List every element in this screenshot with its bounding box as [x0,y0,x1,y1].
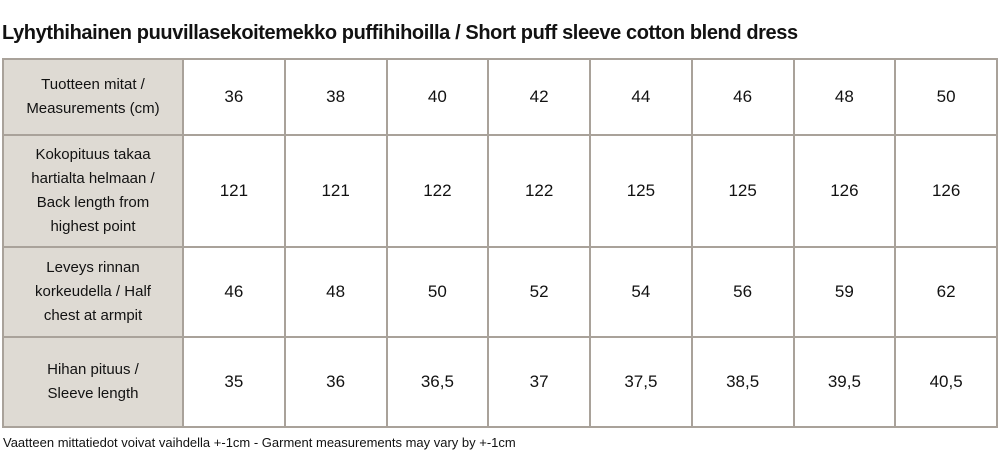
measurement-value-cell: 39,5 [792,336,897,428]
measurement-value-cell: 50 [385,246,490,338]
measurement-value-cell: 121 [182,134,286,248]
size-column-header: 46 [690,58,795,136]
size-column-header: 50 [894,58,998,136]
measurement-value-cell: 37 [487,336,591,428]
row-label-cell: Leveys rinnan korkeudella / Half chest a… [2,246,184,338]
size-column-header: 44 [589,58,693,136]
size-column-header: 42 [487,58,591,136]
size-header-row: Tuotteen mitat / Measurements (cm) 36 38… [2,58,998,136]
row-label-cell: Kokopituus takaa hartialta helmaan / Bac… [2,134,184,248]
size-column-header: 48 [792,58,897,136]
size-chart-page: Lyhythihainen puuvillasekoitemekko puffi… [2,22,998,450]
measurement-value-cell: 122 [385,134,490,248]
measurement-value-cell: 54 [589,246,693,338]
measurement-value-cell: 125 [690,134,795,248]
measurement-value-cell: 122 [487,134,591,248]
measurement-row-sleeve-length: Hihan pituus / Sleeve length 35 36 36,5 … [2,336,998,428]
measurement-value-cell: 125 [589,134,693,248]
size-column-header: 38 [283,58,388,136]
measurement-row-back-length: Kokopituus takaa hartialta helmaan / Bac… [2,134,998,248]
size-table: Tuotteen mitat / Measurements (cm) 36 38… [2,58,998,428]
measurement-value-cell: 36 [283,336,388,428]
measurement-value-cell: 126 [894,134,998,248]
measurement-value-cell: 40,5 [894,336,998,428]
measurement-value-cell: 48 [283,246,388,338]
footnote: Vaatteen mittatiedot voivat vaihdella +-… [3,435,516,450]
measurement-value-cell: 126 [792,134,897,248]
measurement-value-cell: 46 [182,246,286,338]
measurement-value-cell: 38,5 [690,336,795,428]
page-title: Lyhythihainen puuvillasekoitemekko puffi… [2,22,798,44]
measurement-value-cell: 36,5 [385,336,490,428]
measurements-header-cell: Tuotteen mitat / Measurements (cm) [2,58,184,136]
measurement-value-cell: 121 [283,134,388,248]
measurement-value-cell: 62 [894,246,998,338]
measurement-row-half-chest: Leveys rinnan korkeudella / Half chest a… [2,246,998,338]
measurement-value-cell: 59 [792,246,897,338]
size-column-header: 36 [182,58,286,136]
size-column-header: 40 [385,58,490,136]
row-label-cell: Hihan pituus / Sleeve length [2,336,184,428]
measurement-value-cell: 35 [182,336,286,428]
measurement-value-cell: 56 [690,246,795,338]
measurement-value-cell: 52 [487,246,591,338]
measurement-value-cell: 37,5 [589,336,693,428]
